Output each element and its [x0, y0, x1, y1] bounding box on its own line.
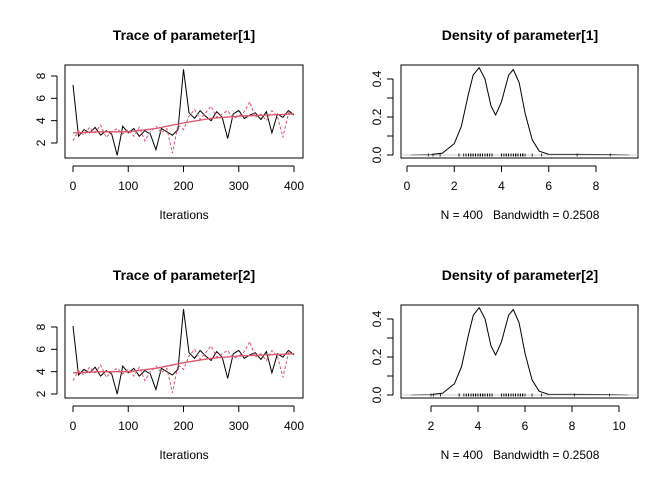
- x-tick-label: 4: [475, 419, 482, 433]
- plot-marks: [72, 309, 295, 395]
- trace-chain-2-line: [72, 340, 295, 394]
- x-tick-label: 400: [284, 179, 304, 193]
- y-tick-label: 4: [34, 117, 48, 124]
- trace-chain-1-line: [72, 69, 295, 156]
- y-tick-label: 2: [34, 390, 48, 397]
- density-curve: [410, 67, 630, 156]
- panel-density-1: Density of parameter[1] N = 400 Bandwidt…: [441, 27, 600, 222]
- x-tick-label: 300: [229, 179, 249, 193]
- y-tick-label: 6: [34, 346, 48, 353]
- x-tick-label: 2: [451, 179, 458, 193]
- density-2-xlabel: N = 400 Bandwidth = 0.2508: [441, 448, 600, 462]
- smooth-line: [72, 113, 295, 134]
- trace-1-title: Trace of parameter[1]: [113, 27, 255, 43]
- plot-marks: [72, 69, 295, 156]
- smooth-line: [72, 353, 295, 374]
- plot-box: [400, 304, 639, 399]
- density-curve: [410, 307, 629, 396]
- x-tick-label: 0: [70, 419, 77, 433]
- x-tick-label: 10: [612, 419, 626, 433]
- y-tick-label: 0.4: [370, 70, 384, 87]
- trace-chain-1-line: [72, 309, 295, 395]
- x-tick-label: 0: [70, 179, 77, 193]
- x-tick-label: 8: [569, 419, 576, 433]
- density-1-title: Density of parameter[1]: [442, 27, 598, 43]
- x-tick-label: 100: [118, 419, 138, 433]
- y-tick-label: 8: [34, 72, 48, 79]
- x-tick-label: 300: [229, 419, 249, 433]
- x-tick-label: 8: [593, 179, 600, 193]
- plot-area-1: 0 100 200 300 400 2 4 6 8: [34, 64, 304, 193]
- x-tick-label: 200: [173, 179, 193, 193]
- density-2-title: Density of parameter[2]: [442, 267, 598, 283]
- x-tick-label: 0: [404, 179, 411, 193]
- trace-2-title: Trace of parameter[2]: [113, 267, 255, 283]
- y-tick-label: 0.2: [370, 108, 384, 125]
- y-tick-label: 2: [34, 139, 48, 146]
- trace-chain-2-line: [72, 100, 295, 154]
- plot-area-4: 2 4 6 8 10 0.0 0.2 0.4: [370, 304, 639, 433]
- panel-trace-2: Trace of parameter[2] Iterations: [113, 267, 255, 462]
- density-1-xlabel: N = 400 Bandwidth = 0.2508: [441, 208, 600, 222]
- plot-marks: [401, 307, 638, 397]
- trace-2-xlabel: Iterations: [159, 448, 208, 462]
- y-tick-label: 4: [34, 368, 48, 375]
- y-tick-label: 0.0: [370, 146, 384, 163]
- plot-area-3: 0 100 200 300 400 2 4 6 8: [34, 304, 304, 433]
- y-tick-label: 0.2: [370, 348, 384, 365]
- panel-density-2: Density of parameter[2] N = 400 Bandwidt…: [441, 267, 600, 462]
- x-tick-label: 200: [173, 419, 193, 433]
- plot-box: [64, 64, 304, 159]
- x-tick-label: 4: [498, 179, 505, 193]
- plot-box: [64, 304, 304, 399]
- plot-marks: [401, 67, 638, 157]
- panel-trace-1: Trace of parameter[1] Iterations: [113, 27, 255, 222]
- x-tick-label: 6: [545, 179, 552, 193]
- x-tick-label: 6: [522, 419, 529, 433]
- trace-1-xlabel: Iterations: [159, 208, 208, 222]
- x-tick-label: 100: [118, 179, 138, 193]
- x-tick-label: 400: [284, 419, 304, 433]
- plot-area-2: 0 2 4 6 8 0.0 0.2 0.4: [370, 64, 639, 193]
- y-tick-label: 0.0: [370, 386, 384, 403]
- y-tick-label: 0.4: [370, 310, 384, 327]
- plot-box: [400, 64, 639, 159]
- y-tick-label: 6: [34, 95, 48, 102]
- x-tick-label: 2: [428, 419, 435, 433]
- y-tick-label: 8: [34, 323, 48, 330]
